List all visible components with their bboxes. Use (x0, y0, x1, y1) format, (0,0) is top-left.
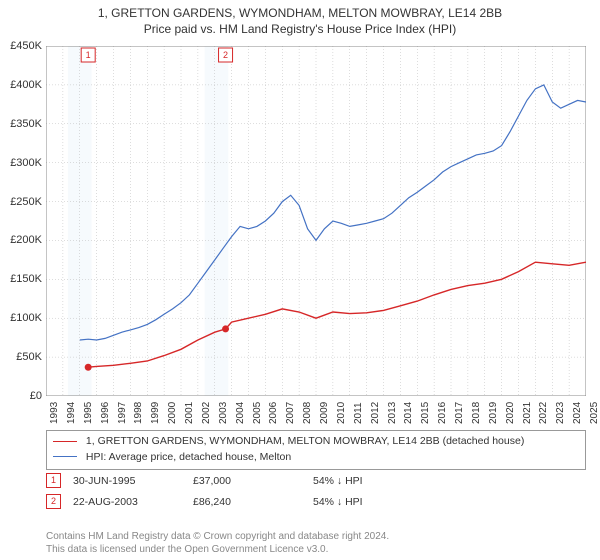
marker-badge-2: 2 (46, 494, 61, 509)
marker-price-1: £37,000 (193, 475, 313, 487)
y-tick-label: £450K (2, 40, 42, 52)
x-tick-label: 2024 (572, 402, 583, 424)
x-tick-label: 2000 (167, 402, 178, 424)
x-tick-label: 2015 (420, 402, 431, 424)
x-tick-label: 2025 (589, 402, 600, 424)
x-tick-label: 2023 (555, 402, 566, 424)
x-tick-label: 2022 (538, 402, 549, 424)
x-tick-label: 2007 (285, 402, 296, 424)
x-tick-label: 2017 (454, 402, 465, 424)
chart-svg: 12 (46, 46, 586, 396)
legend-item-2: HPI: Average price, detached house, Melt… (53, 450, 579, 466)
marker-date-2: 22-AUG-2003 (73, 496, 193, 508)
legend: 1, GRETTON GARDENS, WYMONDHAM, MELTON MO… (46, 430, 586, 470)
marker-row-2: 2 22-AUG-2003 £86,240 54% ↓ HPI (46, 491, 586, 512)
marker-date-1: 30-JUN-1995 (73, 475, 193, 487)
x-tick-label: 2016 (437, 402, 448, 424)
y-tick-label: £400K (2, 79, 42, 91)
x-tick-label: 1996 (100, 402, 111, 424)
marker-table: 1 30-JUN-1995 £37,000 54% ↓ HPI 2 22-AUG… (46, 470, 586, 512)
y-tick-label: £250K (2, 196, 42, 208)
title-line2: Price paid vs. HM Land Registry's House … (4, 22, 596, 36)
x-tick-label: 2003 (218, 402, 229, 424)
x-tick-label: 2009 (319, 402, 330, 424)
legend-swatch-2 (53, 456, 77, 457)
x-tick-label: 1995 (83, 402, 94, 424)
x-tick-label: 1994 (66, 402, 77, 424)
x-tick-label: 2013 (387, 402, 398, 424)
legend-item-1: 1, GRETTON GARDENS, WYMONDHAM, MELTON MO… (53, 434, 579, 450)
y-tick-label: £100K (2, 312, 42, 324)
title-block: 1, GRETTON GARDENS, WYMONDHAM, MELTON MO… (0, 0, 600, 36)
marker-row-1: 1 30-JUN-1995 £37,000 54% ↓ HPI (46, 470, 586, 491)
title-line1: 1, GRETTON GARDENS, WYMONDHAM, MELTON MO… (4, 6, 596, 20)
x-tick-label: 1998 (133, 402, 144, 424)
footer-line2: This data is licensed under the Open Gov… (46, 543, 586, 556)
x-tick-label: 2008 (302, 402, 313, 424)
x-tick-label: 2014 (403, 402, 414, 424)
y-tick-label: £200K (2, 234, 42, 246)
x-tick-label: 2019 (488, 402, 499, 424)
marker-badge-1: 1 (46, 473, 61, 488)
footer-line1: Contains HM Land Registry data © Crown c… (46, 530, 586, 543)
svg-text:1: 1 (86, 50, 91, 60)
y-tick-label: £150K (2, 273, 42, 285)
y-tick-label: £350K (2, 118, 42, 130)
x-tick-label: 2021 (522, 402, 533, 424)
x-tick-label: 2020 (505, 402, 516, 424)
marker-price-2: £86,240 (193, 496, 313, 508)
x-tick-label: 2011 (353, 402, 364, 424)
chart-container: 1, GRETTON GARDENS, WYMONDHAM, MELTON MO… (0, 0, 600, 560)
y-tick-label: £300K (2, 157, 42, 169)
x-tick-label: 1993 (49, 402, 60, 424)
marker-delta-2: 54% ↓ HPI (313, 496, 363, 508)
plot-area: 12 (46, 46, 586, 396)
legend-swatch-1 (53, 441, 77, 442)
marker-delta-1: 54% ↓ HPI (313, 475, 363, 487)
x-tick-label: 1997 (117, 402, 128, 424)
x-tick-label: 2012 (370, 402, 381, 424)
legend-label-2: HPI: Average price, detached house, Melt… (86, 451, 291, 463)
x-tick-label: 2018 (471, 402, 482, 424)
footer: Contains HM Land Registry data © Crown c… (46, 530, 586, 556)
x-tick-label: 2005 (252, 402, 263, 424)
x-tick-label: 2002 (201, 402, 212, 424)
svg-text:2: 2 (223, 50, 228, 60)
x-tick-label: 2001 (184, 402, 195, 424)
y-tick-label: £50K (2, 351, 42, 363)
x-tick-label: 2006 (268, 402, 279, 424)
x-tick-label: 1999 (150, 402, 161, 424)
x-tick-label: 2010 (336, 402, 347, 424)
y-tick-label: £0 (2, 390, 42, 402)
x-tick-label: 2004 (235, 402, 246, 424)
legend-label-1: 1, GRETTON GARDENS, WYMONDHAM, MELTON MO… (86, 435, 524, 447)
